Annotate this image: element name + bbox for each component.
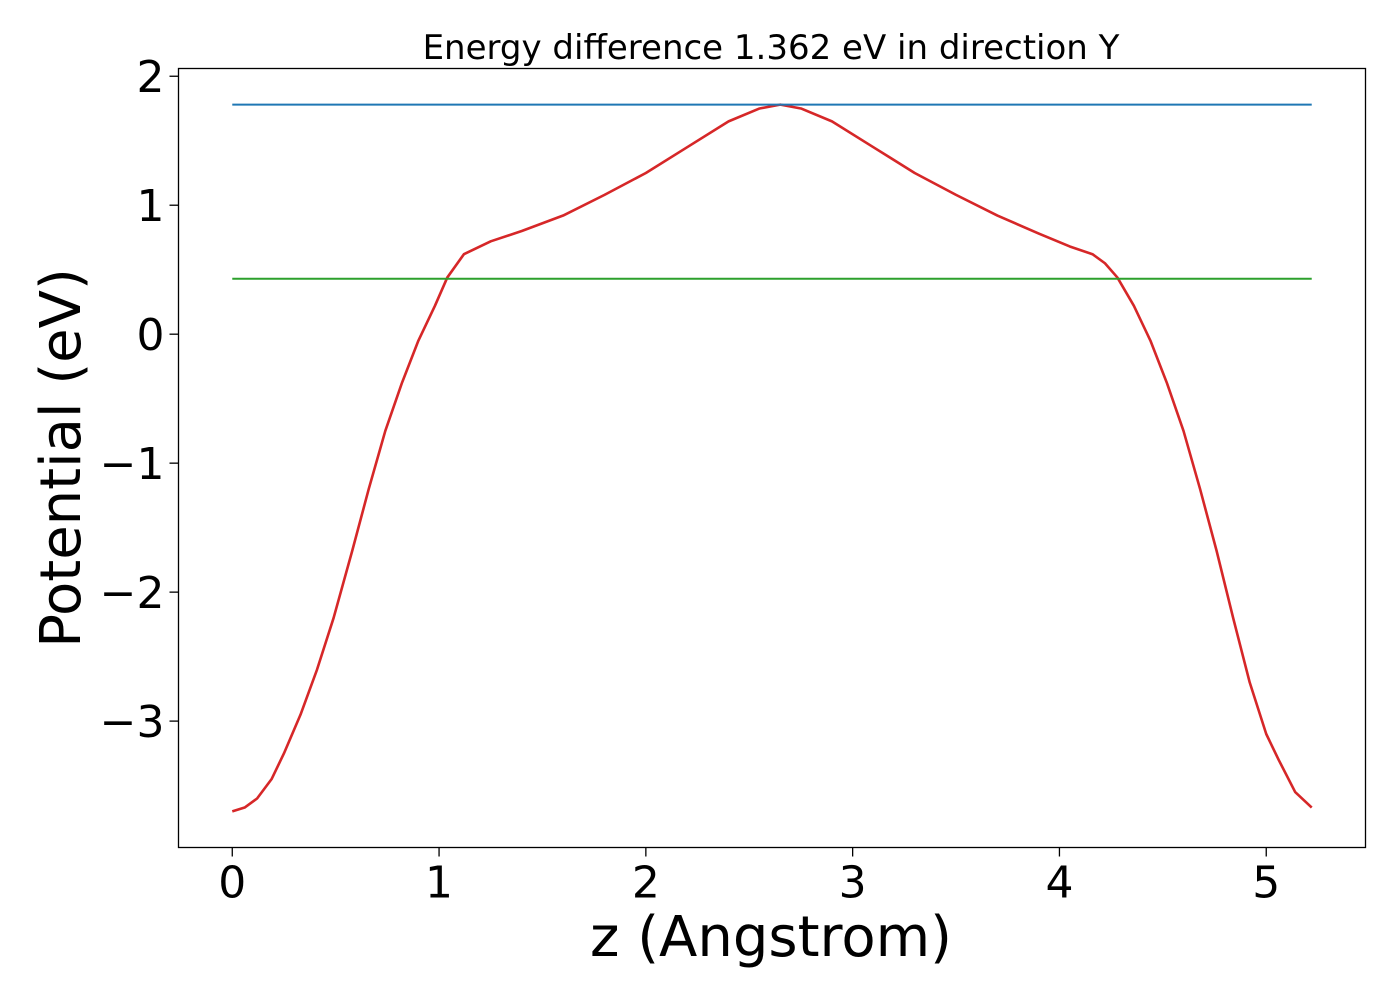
plot-lines xyxy=(231,103,1313,813)
plot-frame xyxy=(177,67,1367,849)
x-tick-label: 2 xyxy=(632,858,660,909)
y-tick-label: −1 xyxy=(100,439,165,490)
y-tick-label: 1 xyxy=(137,181,165,232)
x-tick-label: 3 xyxy=(839,858,867,909)
x-tick-label: 5 xyxy=(1252,858,1280,909)
y-axis-ticks: −3 −2 −1 0 1 2 xyxy=(100,52,179,748)
potential-curve xyxy=(231,103,1313,813)
y-tick-label: 2 xyxy=(137,52,165,103)
x-tick-label: 1 xyxy=(425,858,453,909)
y-axis-label: Potential (eV) xyxy=(29,268,94,648)
x-tick-label: 0 xyxy=(218,858,246,909)
y-tick-label: 0 xyxy=(137,310,165,361)
chart-title: Energy difference 1.362 eV in direction … xyxy=(423,28,1120,68)
y-tick-label: −2 xyxy=(100,568,165,619)
y-tick-label: −3 xyxy=(100,697,165,748)
x-axis-label: z (Angstrom) xyxy=(590,905,952,970)
x-tick-label: 4 xyxy=(1045,858,1073,909)
x-axis-ticks: 0 1 2 3 4 5 xyxy=(218,847,1280,909)
